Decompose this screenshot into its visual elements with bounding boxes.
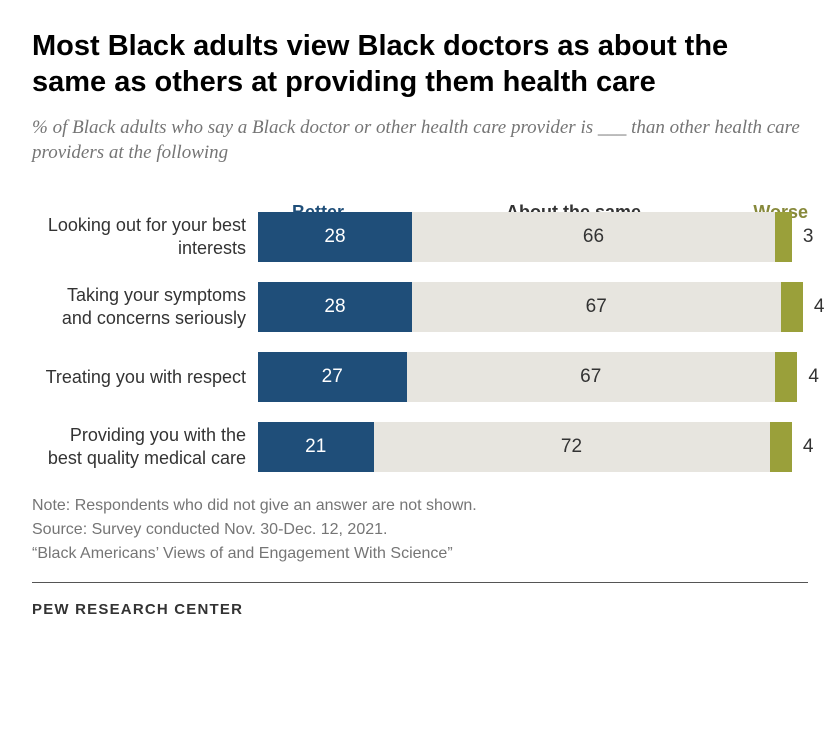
segment-worse: 3 [775, 212, 792, 262]
bar-label: Treating you with respect [32, 366, 258, 389]
segment-same: 67 [412, 282, 781, 332]
segment-worse: 4 [781, 282, 803, 332]
bar-row: Treating you with respect27674 [32, 352, 808, 402]
segment-blank [803, 282, 809, 332]
bar-track: 28674 [258, 282, 808, 332]
note-source: Source: Survey conducted Nov. 30-Dec. 12… [32, 518, 808, 542]
worse-value: 3 [803, 226, 814, 248]
segment-blank [797, 352, 808, 402]
segment-better: 21 [258, 422, 374, 472]
bars-container: Looking out for your best interests28663… [32, 212, 808, 472]
segment-same: 66 [412, 212, 775, 262]
bar-label: Taking your symptoms and concerns seriou… [32, 284, 258, 329]
note-line: Note: Respondents who did not give an an… [32, 494, 808, 518]
attribution: PEW RESEARCH CENTER [32, 601, 808, 618]
chart-notes: Note: Respondents who did not give an an… [32, 494, 808, 583]
bar-track: 27674 [258, 352, 808, 402]
bar-row: Providing you with the best quality medi… [32, 422, 808, 472]
worse-value: 4 [814, 296, 825, 318]
segment-same: 67 [407, 352, 776, 402]
bar-row: Taking your symptoms and concerns seriou… [32, 282, 808, 332]
segment-same: 72 [374, 422, 770, 472]
chart-title: Most Black adults view Black doctors as … [32, 28, 808, 101]
bar-track: 21724 [258, 422, 808, 472]
stacked-bar-chart: Better About the same Worse Looking out … [32, 202, 808, 472]
segment-worse: 4 [775, 352, 797, 402]
note-report: “Black Americans’ Views of and Engagemen… [32, 542, 808, 566]
segment-better: 28 [258, 212, 412, 262]
worse-value: 4 [803, 436, 814, 458]
segment-better: 28 [258, 282, 412, 332]
bar-label: Looking out for your best interests [32, 214, 258, 259]
bar-row: Looking out for your best interests28663 [32, 212, 808, 262]
bar-label: Providing you with the best quality medi… [32, 424, 258, 469]
bar-track: 28663 [258, 212, 808, 262]
segment-worse: 4 [770, 422, 792, 472]
worse-value: 4 [808, 366, 819, 388]
segment-better: 27 [258, 352, 407, 402]
chart-subtitle: % of Black adults who say a Black doctor… [32, 115, 808, 166]
